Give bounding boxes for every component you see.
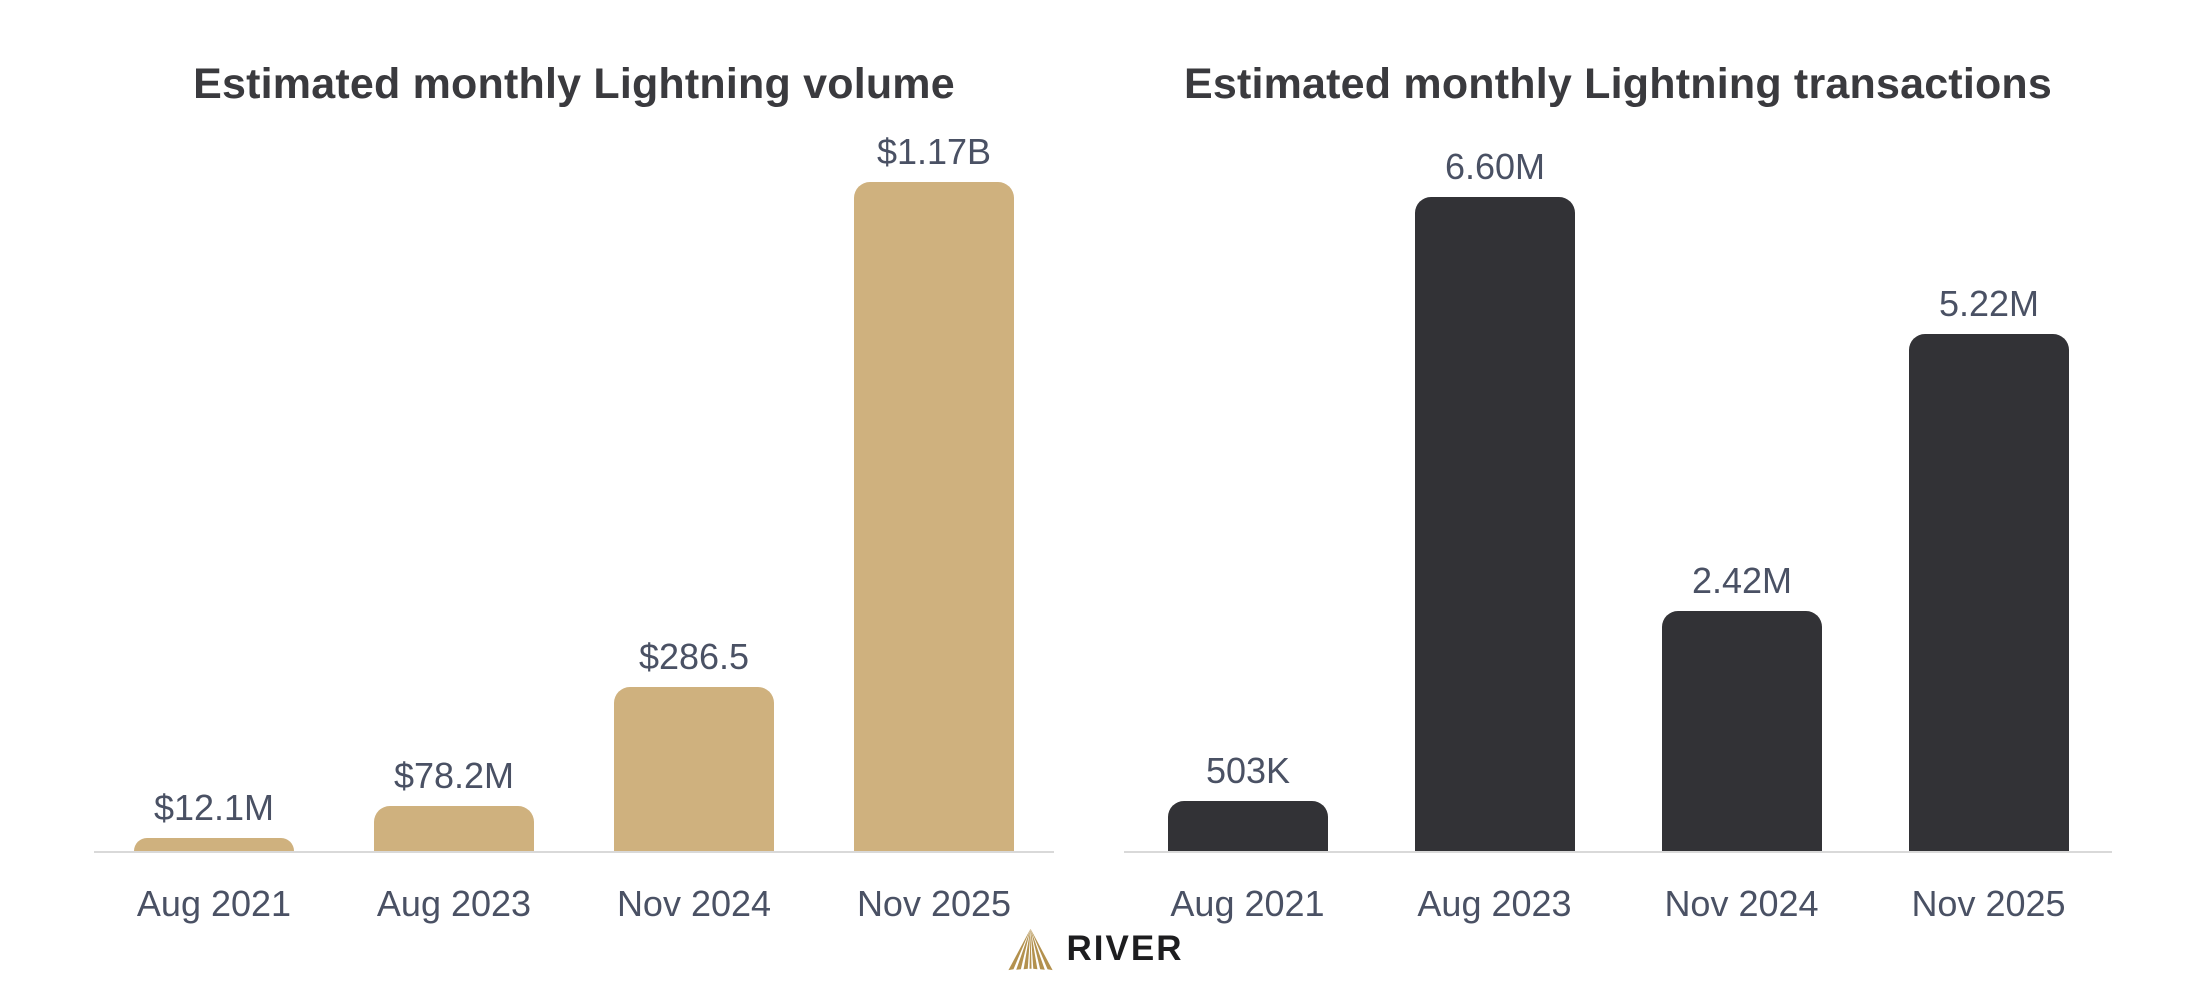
bar-nov-2024 <box>1662 611 1822 851</box>
volume-chart-title: Estimated monthly Lightning volume <box>193 60 955 108</box>
x-axis-label: Aug 2021 <box>1170 883 1325 924</box>
river-mountain-icon <box>1008 928 1053 971</box>
x-axis-label: Nov 2025 <box>856 883 1012 924</box>
x-axis-label: Aug 2023 <box>376 883 532 924</box>
bar-aug-2021 <box>134 838 294 851</box>
bar-value-label: 6.60M <box>1444 146 1546 187</box>
bar-value-label: $78.2M <box>393 755 515 796</box>
brand-name-text: RIVER <box>1066 929 1184 968</box>
transactions-chart-x-axis: Aug 2021 Aug 2023 Nov 2024 Nov 2025 <box>1124 884 2112 924</box>
volume-chart-x-axis: Aug 2021 Aug 2023 Nov 2024 Nov 2025 <box>94 884 1054 924</box>
bar-value-label: 2.42M <box>1691 560 1793 601</box>
x-axis-line <box>94 851 1054 853</box>
bar-value-label: $1.17B <box>876 131 992 172</box>
bar-nov-2024 <box>614 687 774 851</box>
bar-value-label: 5.22M <box>1938 283 2040 324</box>
river-brand-logo: RIVER <box>1007 926 1184 972</box>
bar-nov-2025 <box>854 182 1014 851</box>
x-axis-label: Nov 2024 <box>1664 883 1819 924</box>
x-axis-label: Nov 2025 <box>1911 883 2066 924</box>
bar-value-label: $286.5 <box>638 636 750 677</box>
bar-nov-2025 <box>1909 334 2069 851</box>
bar-value-label: $12.1M <box>153 787 275 828</box>
volume-chart-plot: $12.1M $78.2M $286.5 $1.17B <box>94 134 1054 853</box>
x-axis-line <box>1124 851 2112 853</box>
bar-aug-2021 <box>1168 801 1328 851</box>
bar-value-label: 503K <box>1205 750 1291 791</box>
x-axis-label: Nov 2024 <box>616 883 772 924</box>
x-axis-label: Aug 2021 <box>136 883 292 924</box>
bar-aug-2023 <box>1415 197 1575 851</box>
x-axis-label: Aug 2023 <box>1417 883 1572 924</box>
transactions-chart-title: Estimated monthly Lightning transactions <box>1183 60 2053 108</box>
transactions-chart-plot: 503K 6.60M 2.42M 5.22M <box>1124 149 2112 853</box>
bar-aug-2023 <box>374 806 534 851</box>
